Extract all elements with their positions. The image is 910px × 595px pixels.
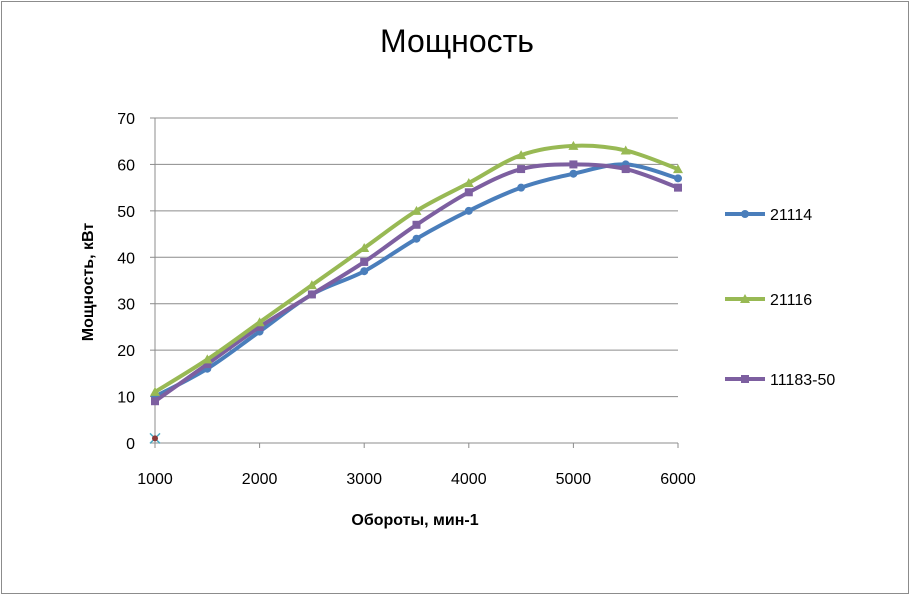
data-point [516, 150, 527, 160]
data-point [621, 165, 630, 174]
x-tick-label: 4000 [451, 471, 487, 488]
legend-marker [741, 375, 749, 383]
y-tick-label: 20 [117, 343, 135, 360]
data-point [464, 188, 473, 197]
data-point [568, 140, 579, 150]
data-point [569, 160, 578, 169]
x-tick-label: 6000 [660, 471, 696, 488]
data-point [307, 290, 316, 299]
data-point [306, 280, 317, 290]
legend-entry: 21116 [725, 292, 812, 309]
legend-label: 21114 [770, 207, 812, 224]
legend-marker [740, 294, 750, 303]
chart-title: Мощность [380, 23, 534, 59]
data-point [674, 183, 682, 192]
series-21114 [151, 160, 682, 401]
data-point [150, 386, 160, 396]
data-point [151, 397, 159, 406]
data-point [463, 178, 474, 187]
y-tick-label: 0 [126, 436, 135, 453]
series-line [153, 162, 680, 399]
y-tick-label: 30 [117, 297, 135, 314]
legend-entry: 11183-50 [725, 372, 835, 389]
x-tick-label: 3000 [346, 471, 382, 488]
data-point [673, 164, 683, 174]
data-point [254, 317, 265, 327]
data-point [411, 205, 422, 215]
data-point [464, 206, 473, 215]
x-tick-labels: 1000 2000 3000 4000 5000 6000 [137, 471, 696, 488]
legend-label: 11183-50 [770, 372, 835, 389]
y-tick-labels: 0 10 20 30 40 50 60 70 [117, 111, 135, 453]
legend-entry: 21114 [725, 207, 812, 224]
x-tick-label: 5000 [556, 471, 592, 488]
stray-point [149, 432, 161, 444]
data-point [202, 354, 213, 364]
data-point [203, 360, 212, 369]
y-tick-label: 60 [117, 157, 135, 174]
data-point [360, 267, 369, 276]
y-axis-label: Мощность, кВт [80, 223, 97, 342]
data-point [412, 220, 421, 229]
series-11183-50 [151, 160, 682, 406]
x-tick-label: 1000 [137, 471, 173, 488]
legend-marker [741, 210, 749, 218]
y-tick-label: 40 [117, 250, 135, 267]
data-point [674, 174, 682, 183]
data-point [517, 165, 526, 174]
legend: 21114 21116 11183-50 [725, 207, 835, 389]
data-point [412, 234, 421, 243]
data-point [360, 257, 369, 266]
data-point [517, 183, 526, 192]
stray-point-dot [152, 435, 158, 442]
data-point [620, 145, 631, 155]
series-group [149, 140, 683, 444]
series-21116 [150, 140, 683, 396]
series-line [153, 162, 680, 404]
data-point [569, 169, 578, 178]
y-tick-label: 10 [117, 390, 135, 407]
series-line [153, 143, 680, 394]
x-axis-label: Обороты, мин-1 [351, 512, 478, 529]
y-tick-label: 70 [117, 111, 135, 128]
legend-label: 21116 [770, 292, 812, 309]
data-point [359, 243, 370, 252]
data-point [255, 322, 264, 331]
y-tick-label: 50 [117, 204, 135, 221]
gridlines [155, 117, 678, 398]
x-tick-label: 2000 [242, 471, 278, 488]
